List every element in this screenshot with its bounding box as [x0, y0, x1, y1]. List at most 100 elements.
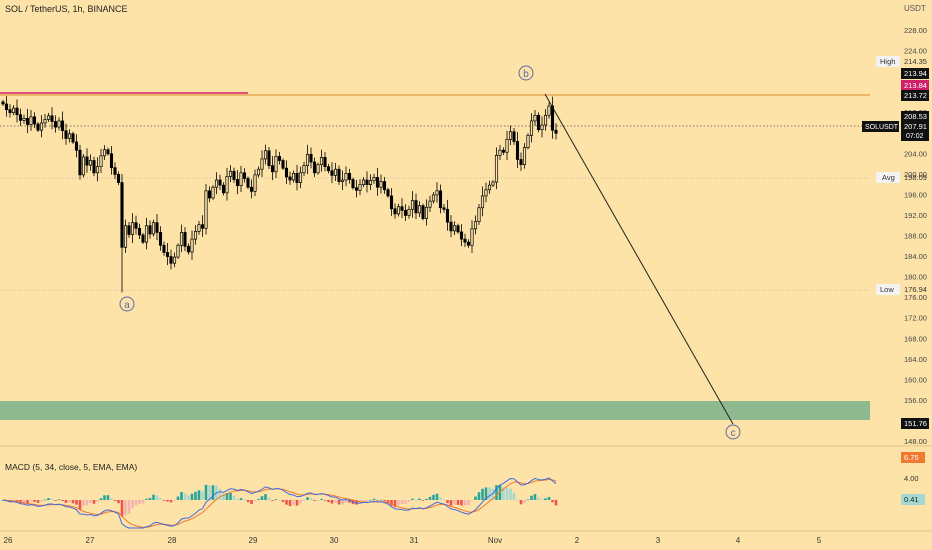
svg-text:214.35: 214.35 — [904, 57, 927, 66]
wave-label-c[interactable]: c — [725, 424, 741, 440]
macd-histogram-bar — [372, 498, 376, 500]
candle-body — [242, 172, 247, 179]
candle-body — [393, 208, 397, 215]
macd-histogram-bar — [85, 500, 89, 506]
resistance-price-tag: 213.84 — [901, 80, 929, 91]
macd-histogram-bar — [120, 500, 124, 517]
candle-body — [477, 207, 481, 222]
candle-body — [466, 241, 471, 246]
candle-body — [326, 166, 331, 172]
candle-body — [494, 155, 499, 183]
candle-body — [445, 208, 450, 223]
macd-histogram-bar — [288, 500, 292, 507]
time-axis[interactable]: 26 27 28 29 30 31 Nov 2 3 4 5 — [4, 536, 822, 545]
symbol-title: SOL / TetherUS, 1h, BINANCE — [5, 4, 128, 14]
candle-body — [333, 168, 338, 176]
macd-histogram-bar — [75, 500, 78, 505]
wave-label-a[interactable]: a — [119, 296, 135, 312]
macd-histogram-bar — [127, 500, 131, 514]
macd-histogram-bar — [425, 498, 428, 500]
symbol-tag: SOLUSDT — [862, 121, 899, 132]
candle-body — [25, 118, 30, 125]
macd-histogram-bar — [411, 498, 414, 500]
candle-body — [284, 167, 289, 178]
macd-histogram-bar — [330, 500, 334, 504]
candle-body — [396, 206, 401, 215]
candle-body — [11, 107, 16, 114]
candle-body — [15, 107, 19, 116]
macd-histogram-bar — [495, 485, 498, 500]
candle-body — [277, 156, 282, 161]
macd-histogram-bar — [302, 500, 306, 501]
macd-histogram-bar — [362, 500, 365, 501]
candle-body — [39, 122, 44, 131]
wave-line-b-to-c[interactable] — [544, 93, 734, 425]
macd-line — [2, 477, 557, 529]
candle-body — [57, 120, 61, 128]
price-tick-label: 228.00 — [904, 26, 927, 35]
macd-histogram-bar — [379, 499, 383, 501]
time-tick-label: 4 — [736, 536, 741, 545]
level-price-tag: 213.72 — [901, 90, 929, 101]
svg-text:Avg: Avg — [882, 173, 895, 182]
candle-body — [270, 165, 275, 173]
macd-histogram-bar — [113, 500, 117, 501]
macd-histogram-bar — [36, 500, 40, 503]
price-tick-label: 184.00 — [904, 252, 927, 261]
candle-body — [116, 174, 121, 183]
candle-body — [389, 195, 394, 210]
candle-body — [144, 225, 149, 243]
macd-histogram-bar — [533, 494, 537, 500]
low-tag: Low 176.94 — [876, 284, 927, 295]
candle-body — [137, 227, 142, 236]
macd-histogram-bar — [183, 493, 187, 500]
candle-body — [361, 179, 366, 185]
candle-body — [186, 245, 191, 253]
macd-histogram-bar — [33, 500, 36, 502]
time-tick-label: 31 — [410, 536, 419, 545]
svg-text:207.91: 207.91 — [904, 122, 927, 131]
candle-body — [50, 115, 54, 122]
candle-body — [298, 172, 303, 183]
macd-histogram-bar — [407, 500, 411, 502]
macd-histogram-bar — [134, 500, 138, 506]
macd-histogram-bar — [29, 500, 33, 502]
candle-body — [407, 208, 411, 216]
candle-body — [130, 222, 135, 235]
macd-histogram-bar — [61, 500, 64, 501]
macd-histogram-bar — [222, 493, 225, 500]
candle-body — [519, 159, 523, 165]
svg-text:208.53: 208.53 — [904, 112, 927, 121]
dark-price-tag: 208.53 — [901, 111, 929, 122]
candle-body — [505, 139, 509, 153]
macd-title[interactable]: MACD (5, 34, close, 5, EMA, EMA) — [5, 462, 137, 472]
macd-histogram-bar — [414, 499, 418, 501]
candle-body — [288, 176, 292, 181]
candle-body — [316, 164, 320, 174]
candle-body — [81, 156, 86, 176]
macd-histogram-bar — [453, 500, 456, 505]
candle-body — [36, 123, 40, 131]
macd-histogram-bar — [477, 492, 481, 500]
macd-histogram-bar — [103, 495, 106, 500]
macd-histogram-bar — [369, 499, 372, 501]
macd-histogram-bar — [418, 498, 421, 500]
macd-histogram-bar — [428, 496, 432, 500]
candle-body — [340, 179, 345, 182]
macd-histogram-bar — [187, 495, 190, 500]
wave-label-b[interactable]: b — [518, 65, 534, 81]
candle-body — [190, 238, 194, 253]
price-tick-label: 188.00 — [904, 232, 927, 241]
macd-histogram-bar — [526, 499, 530, 501]
candle-body — [354, 187, 359, 191]
macd-histogram-bar — [173, 500, 176, 501]
time-tick-label: 29 — [249, 536, 258, 545]
macd-histogram-bar — [197, 490, 201, 500]
macd-histogram-bar — [22, 500, 26, 503]
macd-histogram-bar — [509, 488, 512, 500]
candle-body — [246, 178, 250, 188]
macd-histogram-bar — [68, 500, 71, 503]
candle-body — [155, 222, 159, 233]
svg-text:213.72: 213.72 — [904, 91, 927, 100]
